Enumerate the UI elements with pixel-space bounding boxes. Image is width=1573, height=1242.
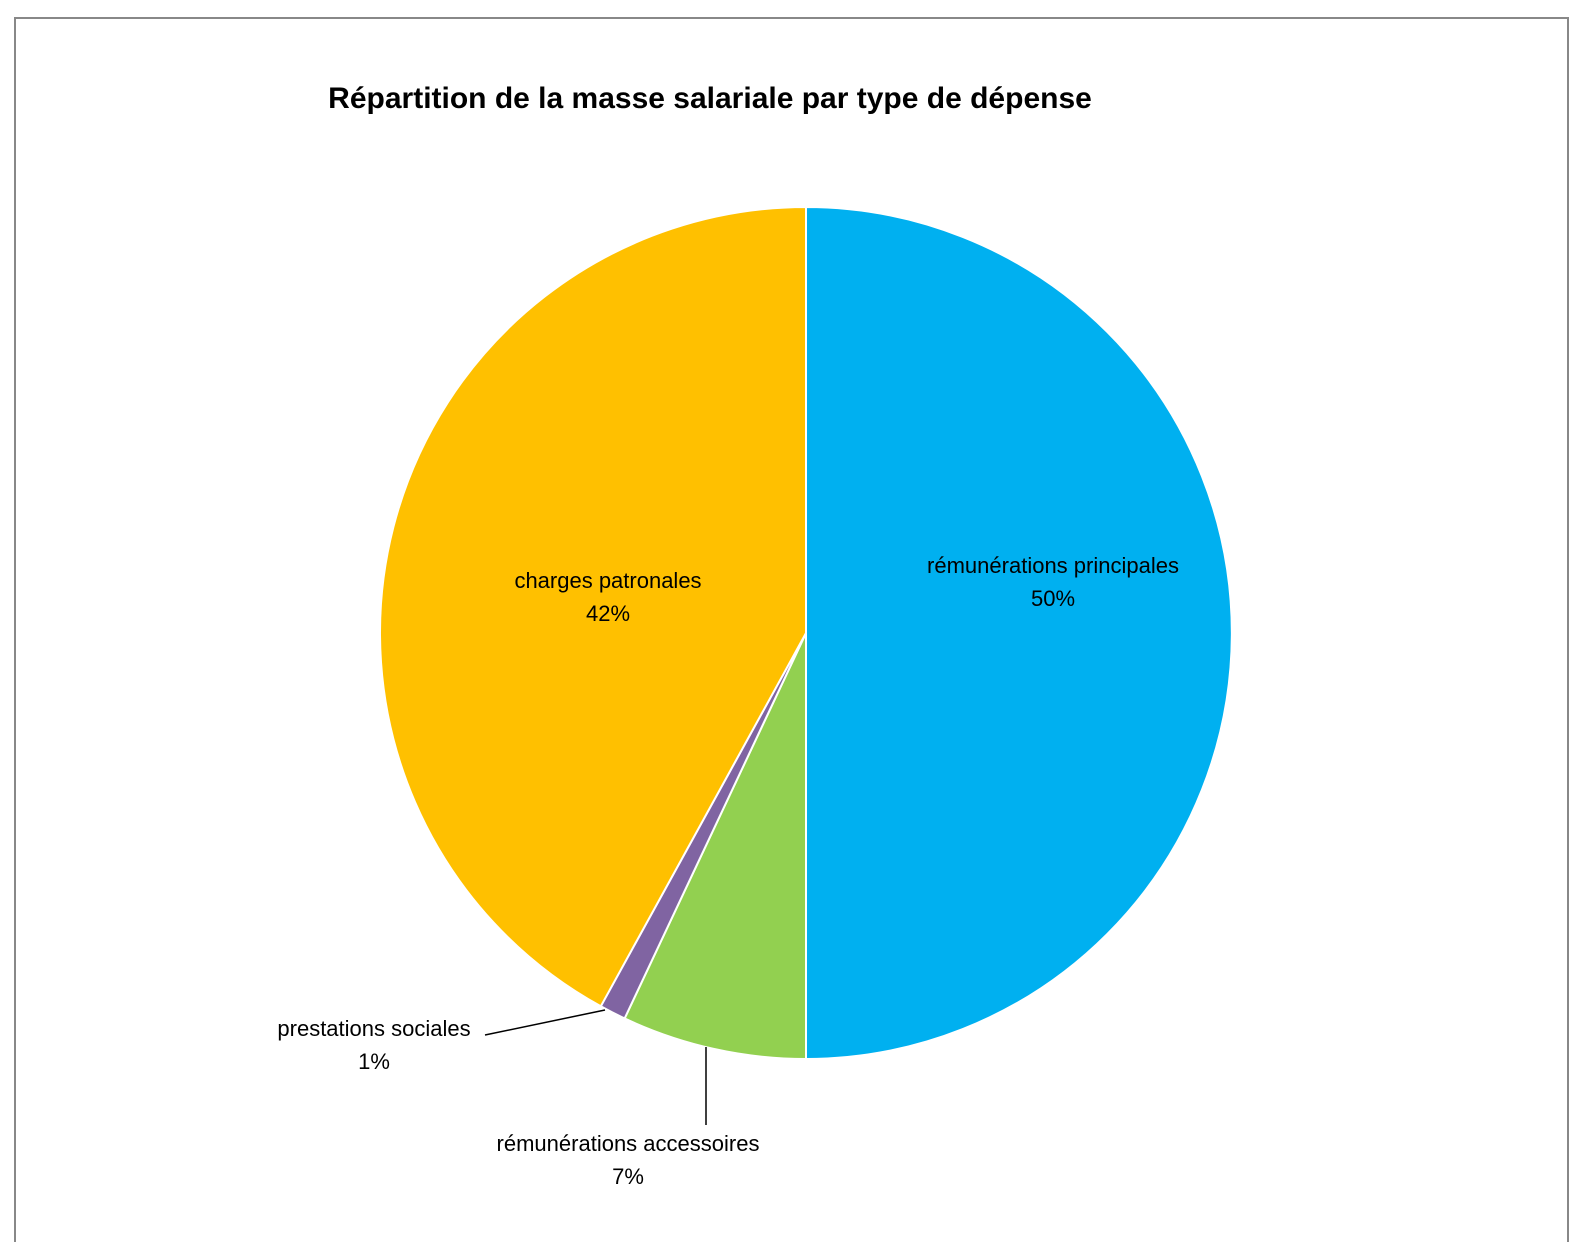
slice-label: rémunérations accessoires [497, 1131, 760, 1156]
slice-value-label: 7% [612, 1164, 644, 1189]
slice-label: rémunérations principales [927, 553, 1179, 578]
pie-slice [805, 205, 1233, 1061]
slice-value-label: 50% [1031, 586, 1075, 611]
pie-slice [379, 205, 807, 1008]
slice-label: charges patronales [514, 568, 701, 593]
pie-slice [623, 632, 807, 1061]
slice-value-label: 1% [358, 1049, 390, 1074]
slice-value-label: 42% [586, 601, 630, 626]
leader-line [484, 1009, 606, 1036]
slice-label: prestations sociales [277, 1016, 470, 1041]
chart-title: Répartition de la masse salariale par ty… [328, 82, 1092, 115]
